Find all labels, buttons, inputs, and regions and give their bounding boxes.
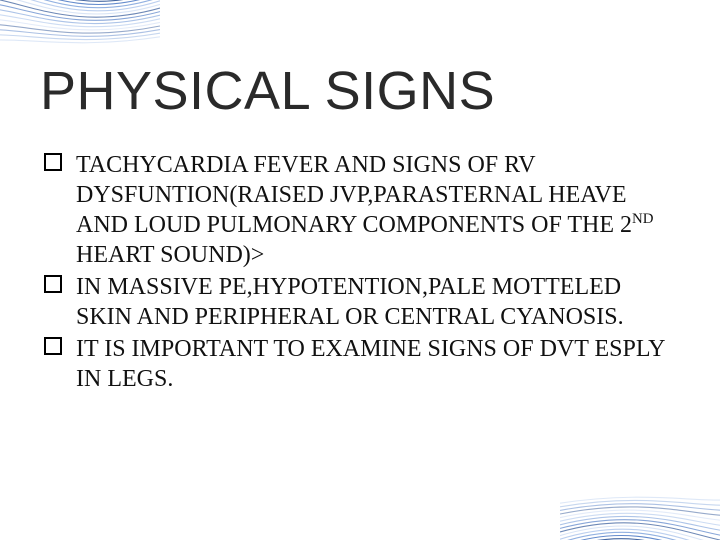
bullet-text: TACHYCARDIA FEVER AND SIGNS OF RV DYSFUN…	[76, 152, 654, 268]
bullet-marker-icon	[44, 275, 62, 293]
bullet-item: IN MASSIVE PE,HYPOTENTION,PALE MOTTELED …	[40, 272, 680, 332]
slide-title: PHYSICAL SIGNS	[40, 60, 680, 122]
bullet-item: TACHYCARDIA FEVER AND SIGNS OF RV DYSFUN…	[40, 150, 680, 270]
superscript: ND	[632, 211, 654, 227]
bullet-marker-icon	[44, 337, 62, 355]
bullet-text: IT IS IMPORTANT TO EXAMINE SIGNS OF DVT …	[76, 336, 665, 392]
bullet-marker-icon	[44, 153, 62, 171]
slide-content: PHYSICAL SIGNS TACHYCARDIA FEVER AND SIG…	[0, 0, 720, 540]
bullet-list: TACHYCARDIA FEVER AND SIGNS OF RV DYSFUN…	[40, 150, 680, 394]
bullet-text: IN MASSIVE PE,HYPOTENTION,PALE MOTTELED …	[76, 274, 624, 330]
bullet-item: IT IS IMPORTANT TO EXAMINE SIGNS OF DVT …	[40, 334, 680, 394]
